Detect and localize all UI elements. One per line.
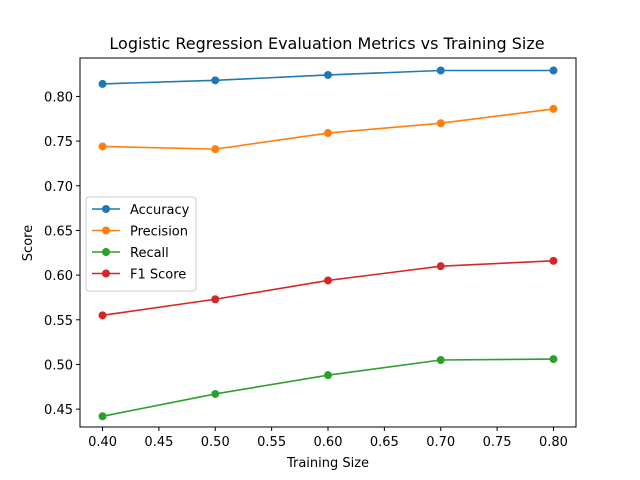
x-axis-label: Training Size [286, 456, 369, 471]
y-tick-label: 0.65 [44, 224, 73, 239]
data-point-precision [324, 129, 332, 138]
legend-marker-accuracy [102, 205, 110, 213]
data-point-recall [549, 355, 558, 364]
data-point-accuracy [324, 70, 332, 79]
y-tick-label: 0.50 [44, 358, 73, 373]
data-point-accuracy [549, 66, 558, 75]
legend-label-precision: Precision [130, 225, 188, 240]
data-point-precision [211, 145, 220, 154]
x-tick-label: 0.80 [539, 435, 568, 450]
y-tick-label: 0.55 [44, 314, 73, 329]
data-point-accuracy [211, 76, 220, 85]
data-point-accuracy [98, 79, 107, 88]
y-tick-label: 0.60 [44, 269, 73, 284]
y-tick-label: 0.80 [44, 90, 73, 105]
legend-box [85, 196, 197, 292]
x-tick-label: 0.45 [144, 435, 173, 450]
x-tick-label: 0.70 [426, 435, 455, 450]
legend-label-recall: Recall [130, 246, 169, 261]
data-point-f1-score [98, 311, 107, 320]
data-point-precision [98, 142, 107, 151]
legend-label-accuracy: Accuracy [130, 203, 190, 218]
legend-marker-precision [102, 226, 110, 235]
y-tick-label: 0.75 [44, 135, 73, 150]
data-point-precision [549, 104, 558, 113]
data-point-recall [98, 412, 107, 421]
y-axis: 0.45 0.50 0.55 0.60 0.65 0.70 0.75 0.80 [44, 90, 80, 418]
x-tick-label: 0.75 [483, 435, 512, 450]
y-axis-label: Score [21, 225, 36, 261]
data-point-recall [211, 389, 220, 398]
plot-area [98, 66, 558, 421]
x-tick-label: 0.50 [201, 435, 230, 450]
data-point-f1-score [549, 256, 558, 265]
data-point-accuracy [436, 66, 445, 75]
data-point-f1-score [211, 295, 220, 304]
y-tick-label: 0.70 [44, 180, 73, 195]
legend-marker-recall [102, 248, 110, 256]
y-tick-label: 0.45 [44, 403, 73, 418]
data-point-f1-score [436, 262, 445, 271]
x-tick-label: 0.65 [370, 435, 399, 450]
legend: Accuracy Precision Recall F1 Score [85, 196, 197, 292]
x-axis: 0.40 0.45 0.50 0.55 0.60 0.65 0.70 0.75 0.80 [88, 427, 568, 450]
legend-label-f1-score: F1 Score [130, 268, 186, 283]
data-point-recall [324, 371, 332, 380]
data-point-precision [436, 119, 445, 128]
data-point-f1-score [324, 276, 332, 285]
data-point-recall [436, 355, 445, 364]
x-tick-label: 0.55 [257, 435, 286, 450]
legend-marker-f1-score [102, 269, 110, 278]
x-tick-label: 0.40 [88, 435, 117, 450]
x-tick-label: 0.60 [314, 435, 343, 450]
chart-title: Logistic Regression Evaluation Metrics v… [109, 34, 544, 53]
